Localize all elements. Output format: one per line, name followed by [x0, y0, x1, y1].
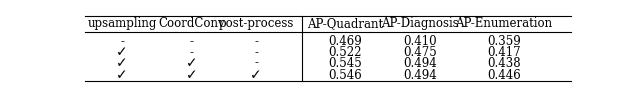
Text: CoordConv: CoordConv: [158, 17, 225, 30]
Text: ✓: ✓: [116, 56, 128, 70]
Text: 0.522: 0.522: [328, 46, 362, 59]
Text: ✓: ✓: [186, 56, 197, 70]
Text: -: -: [254, 56, 258, 70]
Text: 0.545: 0.545: [328, 56, 362, 70]
Text: 0.438: 0.438: [487, 56, 521, 70]
Text: -: -: [254, 46, 258, 59]
Text: -: -: [254, 35, 258, 48]
Text: 0.494: 0.494: [403, 69, 436, 82]
Text: ✓: ✓: [116, 45, 128, 59]
Text: 0.475: 0.475: [403, 46, 436, 59]
Text: 0.359: 0.359: [487, 35, 521, 48]
Text: 0.446: 0.446: [487, 69, 521, 82]
Text: ✓: ✓: [186, 68, 197, 82]
Text: 0.546: 0.546: [328, 69, 362, 82]
Text: 0.417: 0.417: [487, 46, 521, 59]
Text: 0.469: 0.469: [328, 35, 362, 48]
Text: 0.410: 0.410: [403, 35, 436, 48]
Text: -: -: [189, 35, 194, 48]
Text: -: -: [120, 35, 124, 48]
Text: AP-Enumeration: AP-Enumeration: [456, 17, 553, 30]
Text: post-process: post-process: [218, 17, 294, 30]
Text: 0.494: 0.494: [403, 56, 436, 70]
Text: ✓: ✓: [116, 68, 128, 82]
Text: AP-Diagnosis: AP-Diagnosis: [381, 17, 459, 30]
Text: upsampling: upsampling: [88, 17, 157, 30]
Text: -: -: [189, 46, 194, 59]
Text: AP-Quadrant: AP-Quadrant: [307, 17, 383, 30]
Text: ✓: ✓: [250, 68, 262, 82]
